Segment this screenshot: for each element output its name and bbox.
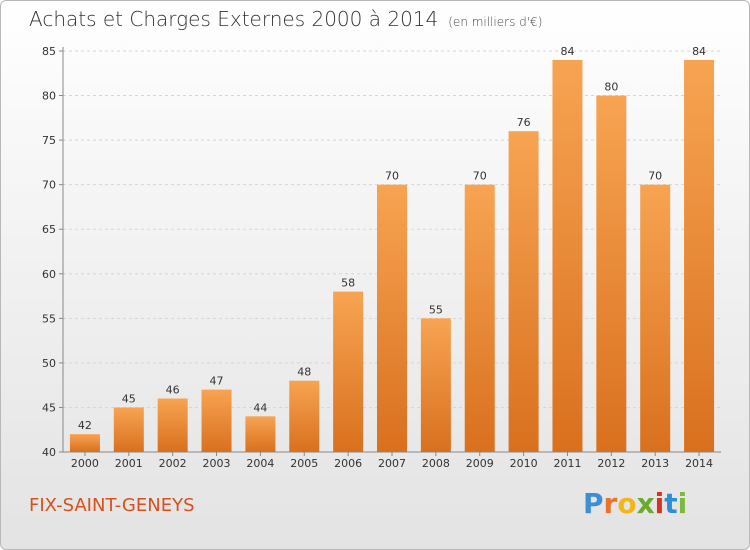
- logo-letter: P: [583, 487, 604, 520]
- x-tick-label: 2000: [71, 457, 99, 470]
- x-tick-label: 2008: [422, 457, 450, 470]
- x-tick-label: 2014: [685, 457, 713, 470]
- x-tick-label: 2002: [159, 457, 187, 470]
- bar: [69, 434, 100, 452]
- bar: [113, 407, 144, 452]
- x-tick-label: 2013: [641, 457, 669, 470]
- logo-letter: r: [603, 487, 618, 520]
- x-tick-label: 2001: [115, 457, 143, 470]
- bar: [333, 291, 364, 452]
- bar-value-label: 44: [253, 401, 267, 414]
- bar-value-label: 45: [122, 392, 136, 405]
- bar: [640, 184, 671, 452]
- bar-value-label: 76: [517, 116, 531, 129]
- bar: [464, 184, 495, 452]
- bar-value-label: 47: [210, 375, 224, 388]
- proxiti-logo[interactable]: Proxiti: [583, 487, 687, 520]
- bar: [377, 184, 407, 452]
- commune-name: FIX-SAINT-GENEYS: [29, 495, 195, 516]
- bar-value-label: 55: [429, 303, 443, 316]
- chart-title-text: Achats et Charges Externes 2000 à 2014: [29, 7, 439, 31]
- logo-letter: x: [636, 487, 655, 520]
- bar-value-label: 70: [385, 170, 399, 183]
- bar-value-label: 84: [692, 45, 706, 58]
- y-tick-label: 55: [42, 312, 56, 325]
- bar: [508, 131, 539, 452]
- x-tick-label: 2004: [246, 457, 274, 470]
- bar: [289, 380, 320, 452]
- x-tick-label: 2003: [203, 457, 231, 470]
- chart-unit: (en milliers d'€): [448, 15, 543, 29]
- bar: [684, 59, 715, 453]
- y-tick-label: 75: [42, 134, 56, 147]
- bar-value-label: 70: [648, 170, 662, 183]
- x-tick-label: 2006: [334, 457, 362, 470]
- bar: [420, 318, 451, 452]
- y-tick-label: 60: [42, 268, 56, 281]
- logo-letter: t: [664, 487, 678, 520]
- y-tick-label: 80: [42, 90, 56, 103]
- bar-value-label: 80: [604, 81, 618, 94]
- bar-value-label: 58: [341, 277, 355, 290]
- bar-value-label: 48: [297, 366, 311, 379]
- bar-value-label: 70: [473, 170, 487, 183]
- bar: [552, 59, 583, 453]
- y-tick-label: 50: [42, 357, 56, 370]
- y-tick-label: 85: [42, 45, 56, 58]
- bar-value-label: 84: [560, 45, 574, 58]
- bar: [157, 398, 188, 452]
- bar: [245, 416, 276, 452]
- bar: [201, 389, 232, 452]
- x-tick-label: 2012: [597, 457, 625, 470]
- bar-value-label: 46: [166, 384, 180, 397]
- x-tick-label: 2005: [290, 457, 318, 470]
- x-tick-label: 2007: [378, 457, 406, 470]
- bar-value-label: 42: [78, 419, 92, 432]
- x-tick-label: 2011: [553, 457, 581, 470]
- x-tick-label: 2009: [466, 457, 494, 470]
- chart-title: Achats et Charges Externes 2000 à 2014 (e…: [29, 7, 542, 31]
- y-tick-label: 65: [42, 223, 56, 236]
- logo-letter: o: [617, 487, 637, 520]
- y-tick-label: 40: [42, 446, 56, 459]
- bar: [596, 95, 627, 453]
- y-tick-label: 70: [42, 179, 56, 192]
- logo-letter: i: [654, 487, 665, 520]
- y-tick-label: 45: [42, 401, 56, 414]
- x-tick-label: 2010: [510, 457, 538, 470]
- logo-letter: i: [677, 487, 688, 520]
